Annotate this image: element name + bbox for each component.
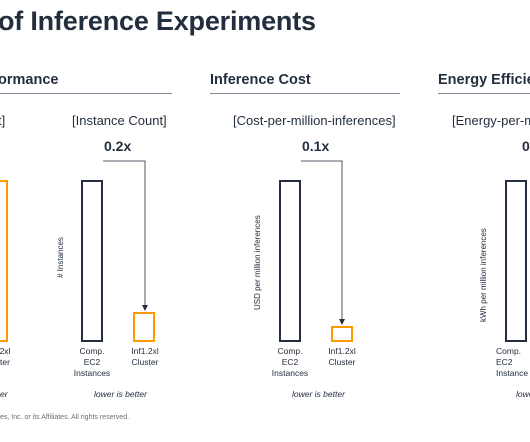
y-axis-label-energy: kWh per million inferences xyxy=(479,228,488,322)
bar-label-comp-ec2-energy: Comp. EC2 Instance xyxy=(496,346,529,378)
section-heading-performance: ormance xyxy=(0,72,59,88)
bar-inf-cluster-cost xyxy=(331,326,353,342)
lower-is-better-cost: lower is better xyxy=(292,389,345,399)
section-rule-cost xyxy=(210,93,400,94)
lower-is-better-performance: er xyxy=(0,389,8,399)
metric-label-energy: [Energy-per-m xyxy=(452,113,530,128)
lower-is-better-energy: lowe xyxy=(516,389,530,399)
slide-title: of Inference Experiments xyxy=(0,6,316,36)
bar-label-inf-cluster-performance: 2xl ter xyxy=(0,346,11,367)
bar-comp-ec2-cost xyxy=(279,180,301,342)
metric-label-performance: t] xyxy=(0,113,6,128)
bar-inf-cluster-instance-count xyxy=(133,312,155,342)
section-heading-cost: Inference Cost xyxy=(210,72,311,88)
bar-label-inf-cluster-cost: Inf1.2xl Cluster xyxy=(328,346,356,367)
section-rule-performance xyxy=(0,93,172,94)
bar-comp-ec2-energy xyxy=(505,180,527,342)
ratio-label-instance-count: 0.2x xyxy=(104,138,132,154)
bar-label-comp-ec2-cost: Comp. EC2 Instances xyxy=(271,346,309,378)
ratio-label-energy: 0 xyxy=(522,138,530,154)
bar-comp-ec2-instance-count xyxy=(81,180,103,342)
metric-label-cost: [Cost-per-million-inferences] xyxy=(233,113,396,128)
bar-label-comp-ec2-instance-count: Comp. EC2 Instances xyxy=(73,346,111,378)
lower-is-better-instance-count: lower is better xyxy=(94,389,147,399)
section-heading-energy: Energy Efficien xyxy=(438,72,530,88)
bar-inf-cluster-performance xyxy=(0,180,8,342)
section-rule-energy xyxy=(438,93,530,94)
copyright-footer: es, Inc. or its Affiliates. All rights r… xyxy=(0,414,130,421)
bar-label-inf-cluster-instance-count: Inf1.2xl Cluster xyxy=(131,346,159,367)
ratio-label-cost: 0.1x xyxy=(302,138,330,154)
metric-label-instance-count: [Instance Count] xyxy=(72,113,167,128)
